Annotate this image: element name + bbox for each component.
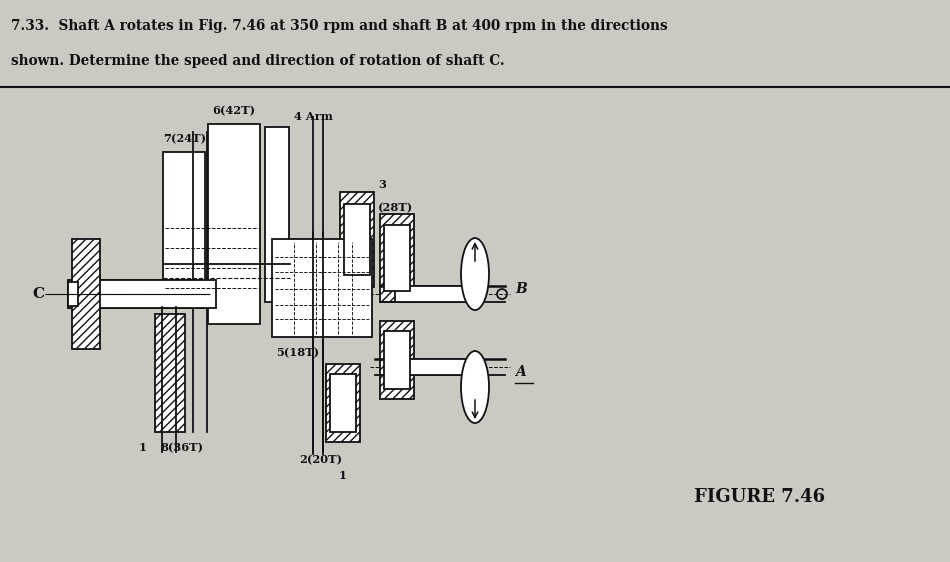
Text: 2(20T): 2(20T)	[299, 454, 343, 465]
Bar	[344, 204, 370, 275]
Bar	[326, 364, 360, 442]
Bar	[384, 331, 410, 389]
Bar	[265, 127, 289, 302]
Bar	[68, 280, 216, 308]
Text: A: A	[515, 365, 525, 379]
Text: 1: 1	[139, 442, 147, 453]
Text: 3: 3	[378, 179, 386, 190]
Text: FIGURE 7.46: FIGURE 7.46	[694, 488, 826, 506]
Text: shown. Determine the speed and direction of rotation of shaft C.: shown. Determine the speed and direction…	[11, 54, 505, 68]
Text: B: B	[515, 282, 526, 296]
Bar	[72, 239, 100, 349]
Bar	[68, 282, 78, 306]
Bar	[163, 152, 205, 307]
Text: 1: 1	[339, 470, 347, 481]
Ellipse shape	[461, 351, 489, 423]
Bar	[340, 192, 374, 287]
Bar	[272, 239, 372, 337]
Text: (28T): (28T)	[378, 202, 413, 213]
Text: 5(18T): 5(18T)	[276, 347, 319, 358]
Bar	[395, 359, 480, 375]
Text: 8(36T): 8(36T)	[160, 442, 203, 453]
Bar	[155, 314, 185, 432]
Bar	[70, 280, 205, 308]
Bar	[208, 124, 260, 324]
Bar	[384, 225, 410, 291]
Bar	[380, 214, 414, 302]
Bar	[330, 374, 356, 432]
Text: 7(24T): 7(24T)	[163, 133, 206, 144]
Text: 7.33.  Shaft A rotates in Fig. 7.46 at 350 rpm and shaft B at 400 rpm in the dir: 7.33. Shaft A rotates in Fig. 7.46 at 35…	[11, 19, 668, 33]
Bar	[380, 321, 414, 399]
Ellipse shape	[461, 238, 489, 310]
Text: C: C	[32, 287, 44, 301]
Bar	[395, 286, 480, 302]
Text: 6(42T): 6(42T)	[213, 105, 256, 116]
Text: 4 Arm: 4 Arm	[294, 111, 332, 122]
